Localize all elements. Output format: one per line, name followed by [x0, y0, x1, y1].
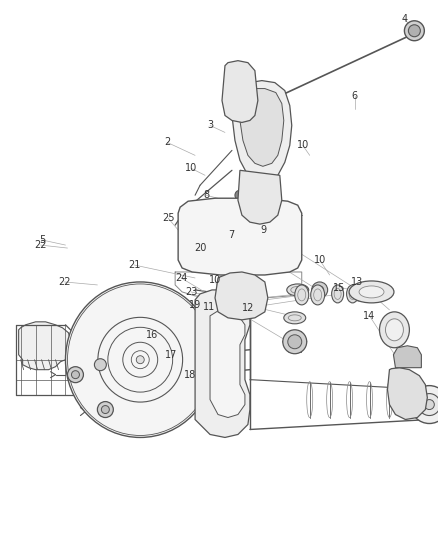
- Text: 11: 11: [202, 302, 215, 312]
- Polygon shape: [237, 171, 281, 224]
- Polygon shape: [178, 198, 301, 275]
- Ellipse shape: [136, 356, 144, 364]
- Circle shape: [71, 370, 79, 378]
- Polygon shape: [215, 272, 267, 320]
- Ellipse shape: [331, 285, 343, 303]
- Ellipse shape: [131, 351, 149, 369]
- Text: 10: 10: [296, 140, 308, 150]
- Polygon shape: [392, 346, 420, 368]
- Circle shape: [355, 289, 363, 297]
- Polygon shape: [18, 322, 71, 370]
- Text: 5: 5: [39, 235, 46, 245]
- Ellipse shape: [410, 385, 438, 424]
- Polygon shape: [194, 290, 249, 438]
- Text: 9: 9: [260, 225, 266, 235]
- Text: 8: 8: [202, 190, 208, 200]
- Ellipse shape: [346, 285, 358, 303]
- Ellipse shape: [348, 281, 393, 303]
- Ellipse shape: [286, 284, 308, 296]
- Polygon shape: [209, 311, 244, 417]
- Text: 10: 10: [184, 163, 197, 173]
- Text: 6: 6: [351, 91, 357, 101]
- Polygon shape: [387, 368, 426, 419]
- Text: 18: 18: [184, 370, 196, 379]
- Text: 21: 21: [128, 260, 140, 270]
- Polygon shape: [231, 80, 291, 182]
- Text: 2: 2: [164, 138, 170, 148]
- Circle shape: [282, 330, 306, 354]
- Text: 15: 15: [333, 283, 345, 293]
- Text: 12: 12: [241, 303, 254, 313]
- Circle shape: [311, 282, 327, 298]
- Circle shape: [403, 21, 424, 41]
- Text: 20: 20: [194, 243, 206, 253]
- Ellipse shape: [123, 342, 157, 377]
- Ellipse shape: [98, 317, 182, 402]
- Text: 22: 22: [58, 277, 71, 287]
- Circle shape: [351, 285, 367, 301]
- Ellipse shape: [65, 282, 215, 438]
- Ellipse shape: [283, 312, 305, 324]
- Circle shape: [407, 25, 420, 37]
- Text: 13: 13: [351, 277, 363, 287]
- Ellipse shape: [417, 393, 438, 416]
- Text: 17: 17: [165, 350, 177, 360]
- Ellipse shape: [108, 327, 172, 392]
- Ellipse shape: [358, 286, 383, 298]
- Ellipse shape: [310, 285, 324, 305]
- Text: 25: 25: [162, 213, 174, 223]
- Text: 24: 24: [174, 273, 187, 283]
- Circle shape: [234, 190, 244, 200]
- Circle shape: [287, 335, 301, 349]
- Text: 7: 7: [227, 230, 233, 240]
- Polygon shape: [240, 88, 283, 166]
- Polygon shape: [222, 61, 257, 123]
- Circle shape: [315, 286, 323, 294]
- Circle shape: [101, 406, 109, 414]
- Text: 4: 4: [400, 14, 406, 24]
- Text: 16: 16: [146, 330, 158, 340]
- Text: 22: 22: [34, 240, 47, 250]
- Text: 3: 3: [206, 120, 212, 131]
- Text: 23: 23: [184, 287, 197, 297]
- Text: 19: 19: [188, 300, 201, 310]
- Circle shape: [67, 367, 83, 383]
- Text: 10: 10: [208, 275, 221, 285]
- Circle shape: [94, 359, 106, 370]
- Text: 10: 10: [313, 255, 325, 265]
- Ellipse shape: [378, 312, 409, 348]
- Text: 14: 14: [363, 311, 375, 321]
- Circle shape: [97, 401, 113, 417]
- Ellipse shape: [385, 319, 403, 341]
- Ellipse shape: [294, 285, 308, 305]
- Ellipse shape: [424, 400, 433, 409]
